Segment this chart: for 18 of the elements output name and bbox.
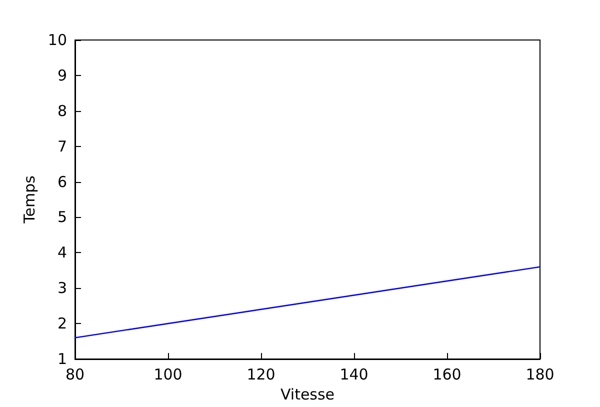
x-tick-label: 180	[526, 366, 554, 384]
x-tick-label: 100	[154, 366, 182, 384]
y-tick-label: 4	[57, 244, 67, 262]
x-axis-title: Vitesse	[280, 386, 335, 404]
y-tick-label: 8	[57, 102, 67, 120]
y-tick-label: 2	[57, 314, 67, 333]
y-tick-label: 7	[57, 137, 67, 156]
x-tick-label: 140	[340, 366, 368, 384]
x-tick-label: 80	[65, 366, 85, 384]
y-tick-label: 10	[48, 31, 67, 49]
y-tick-label: 6	[57, 172, 67, 191]
y-tick-label: 1	[57, 350, 67, 368]
y-tick-label: 5	[57, 208, 67, 226]
x-tick-label: 120	[246, 366, 276, 384]
y-tick-label: 3	[57, 279, 67, 298]
x-tick-label: 160	[432, 366, 462, 384]
y-axis-title: Temps	[20, 175, 39, 224]
y-tick-label: 9	[57, 66, 67, 84]
